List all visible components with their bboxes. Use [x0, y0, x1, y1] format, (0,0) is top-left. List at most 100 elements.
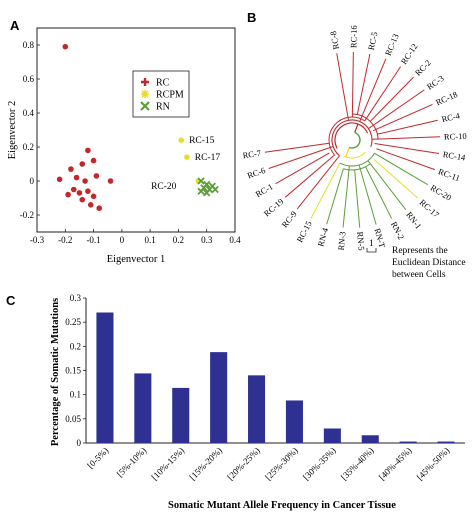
dendrogram-leaf-label: RC-15 [294, 219, 313, 244]
dendrogram-branch [351, 52, 354, 118]
bar-x-axis-title: Somatic Mutant Allele Frequency in Cance… [168, 500, 396, 511]
dendrogram-branch [377, 119, 438, 135]
scatter-point-rc [76, 190, 83, 196]
bar [248, 375, 266, 443]
bar-x-tick-label: [45%-50%) [415, 445, 452, 482]
dendrogram-branch [264, 142, 330, 153]
bar-y-tick-label: 0.15 [65, 366, 81, 376]
dendrogram-branch [369, 76, 414, 122]
dendrogram-branch [356, 53, 371, 115]
dendrogram-leaf-label: RC-6 [246, 165, 267, 180]
bar-x-tick-label: [10%-15%) [149, 445, 186, 482]
dendrogram-branch [354, 123, 359, 133]
dendrogram-leaf-label: RC-17 [418, 197, 442, 220]
bar [361, 435, 379, 443]
dendrogram-leaf-label: RC-16 [348, 25, 358, 48]
legend-label-rcpm: RCPM [156, 90, 184, 101]
scatter-point-rc [87, 202, 94, 208]
dendrogram-leaf-label: RN-1 [404, 210, 423, 231]
dendrogram-branch [345, 147, 350, 158]
dendrogram-branch [284, 154, 335, 198]
bar-x-tick-label: [40%-45%) [377, 445, 414, 482]
scatter-point-rc [79, 161, 86, 167]
bar-x-tick-label: [5%-10%) [115, 445, 149, 479]
bar-x-tick-label: [25%-30%) [263, 445, 300, 482]
scatter-point-rc [73, 174, 80, 181]
scale-bar-text-1: Represents the [392, 246, 448, 256]
scatter-point-rc [96, 205, 103, 211]
scatter-point-rc [62, 43, 69, 50]
scatter-point-rcpm [184, 154, 190, 160]
scatter-x-axis-title: Eigenvector 1 [107, 254, 166, 265]
dendrogram-branch [268, 145, 334, 169]
scatter-x-tick-label: 0.3 [201, 235, 213, 245]
scatter-point-rc [85, 188, 91, 194]
dendrogram-branch [336, 53, 350, 121]
scatter-annotations: RC-15 RC-17 RC-20 [151, 136, 220, 192]
dendrogram-leaf-label: RC-20 [429, 182, 454, 202]
dendrogram-branch [359, 58, 387, 122]
bar-y-tick-label: 0.3 [70, 293, 82, 303]
dendrogram-leaf-label: RC-12 [399, 42, 420, 66]
scatter-x-tick-label: 0.2 [173, 235, 184, 245]
dendrogram-leaf-label: RC-7 [242, 148, 262, 160]
scale-bar-value: 1 [369, 239, 374, 249]
legend-label-rc: RC [156, 78, 170, 89]
scatter-y-tick-label: 0 [30, 176, 35, 186]
bar-y-tick-label: 0 [77, 438, 82, 448]
scatter-y-tick-label: -0.2 [20, 210, 34, 220]
scatter-points [56, 43, 219, 211]
bar-x-tick-labels: [0-5%) [5%-10%) [10%-15%) [15%-20%) [20%-25%… [85, 445, 451, 482]
dendrogram-branch [354, 169, 361, 228]
dendrogram-arc [334, 122, 369, 149]
dendrogram-leaf-label: RC-4 [441, 110, 462, 124]
bar-y-axis-title: Percentage of Somatic Mutations [50, 298, 61, 446]
dendrogram-branch [376, 148, 436, 171]
scatter-point-rc [93, 173, 100, 179]
bar [437, 441, 455, 443]
dendrogram-branch [367, 160, 407, 210]
dendrogram-arc [343, 163, 371, 171]
bar [96, 312, 114, 443]
scatter-chart: -0.3 -0.2 -0.1 0 0.1 0.2 0.3 0.4 -0.2 0 0.2 0.4 0.6… [7, 27, 241, 265]
bar-x-tick-label: [20%-25%) [225, 445, 262, 482]
dendrogram-leaf-label: RN-4 [315, 226, 330, 248]
scale-bar: 1 Represents the Euclidean Distance betw… [366, 239, 466, 280]
dendrogram-leaf-label: RC-11 [437, 166, 461, 183]
dendrogram-leaf-label: RC-13 [383, 32, 401, 57]
panel-label-c: C [6, 293, 16, 308]
scatter-x-tick-label: -0.1 [86, 235, 100, 245]
dendrogram-branch [310, 162, 341, 219]
dendrogram-branch [372, 103, 433, 132]
scatter-point-rcpm [178, 137, 185, 143]
scatter-x-ticks: -0.3 -0.2 -0.1 0 0.1 0.2 0.3 0.4 [30, 229, 241, 245]
scatter-point-rc [79, 196, 86, 203]
bar [285, 400, 303, 443]
bar [323, 428, 341, 443]
bar-chart: 0 0.05 0.1 0.15 0.2 0.25 0.3 [0-5%) [5%-10%) [10… [50, 293, 465, 511]
scatter-point-rn [211, 185, 219, 194]
bars [96, 312, 455, 443]
dendrogram-arc [328, 116, 365, 156]
bar-x-tick-label: [30%-35%) [301, 445, 338, 482]
bar-x-tick-label: [35%-40%) [339, 445, 376, 482]
scatter-y-tick-label: 0.6 [23, 74, 35, 84]
bar [172, 387, 190, 443]
dendrogram-branch [326, 168, 344, 225]
dendrogram-branch [374, 143, 440, 154]
dendrogram-leaf-label: RC-9 [279, 209, 298, 230]
dendrogram-arc [339, 152, 375, 167]
dendrogram-leaf-label: RC-19 [262, 196, 286, 218]
scatter-point-rn [203, 189, 211, 197]
panel-label-b: B [247, 10, 256, 25]
scatter-x-tick-label: -0.2 [58, 235, 72, 245]
legend-marker-rcpm [141, 90, 149, 98]
scatter-x-tick-label: -0.3 [30, 235, 45, 245]
dendrogram-leaf-label: RN-2 [389, 220, 406, 241]
dendrogram-leaf-label: RC-14 [442, 149, 467, 162]
scatter-annotation: RC-20 [151, 182, 177, 192]
panel-label-a: A [10, 18, 20, 33]
dendrogram-leaf-label: RC-8 [328, 30, 341, 50]
dendrogram-branch [275, 152, 330, 185]
